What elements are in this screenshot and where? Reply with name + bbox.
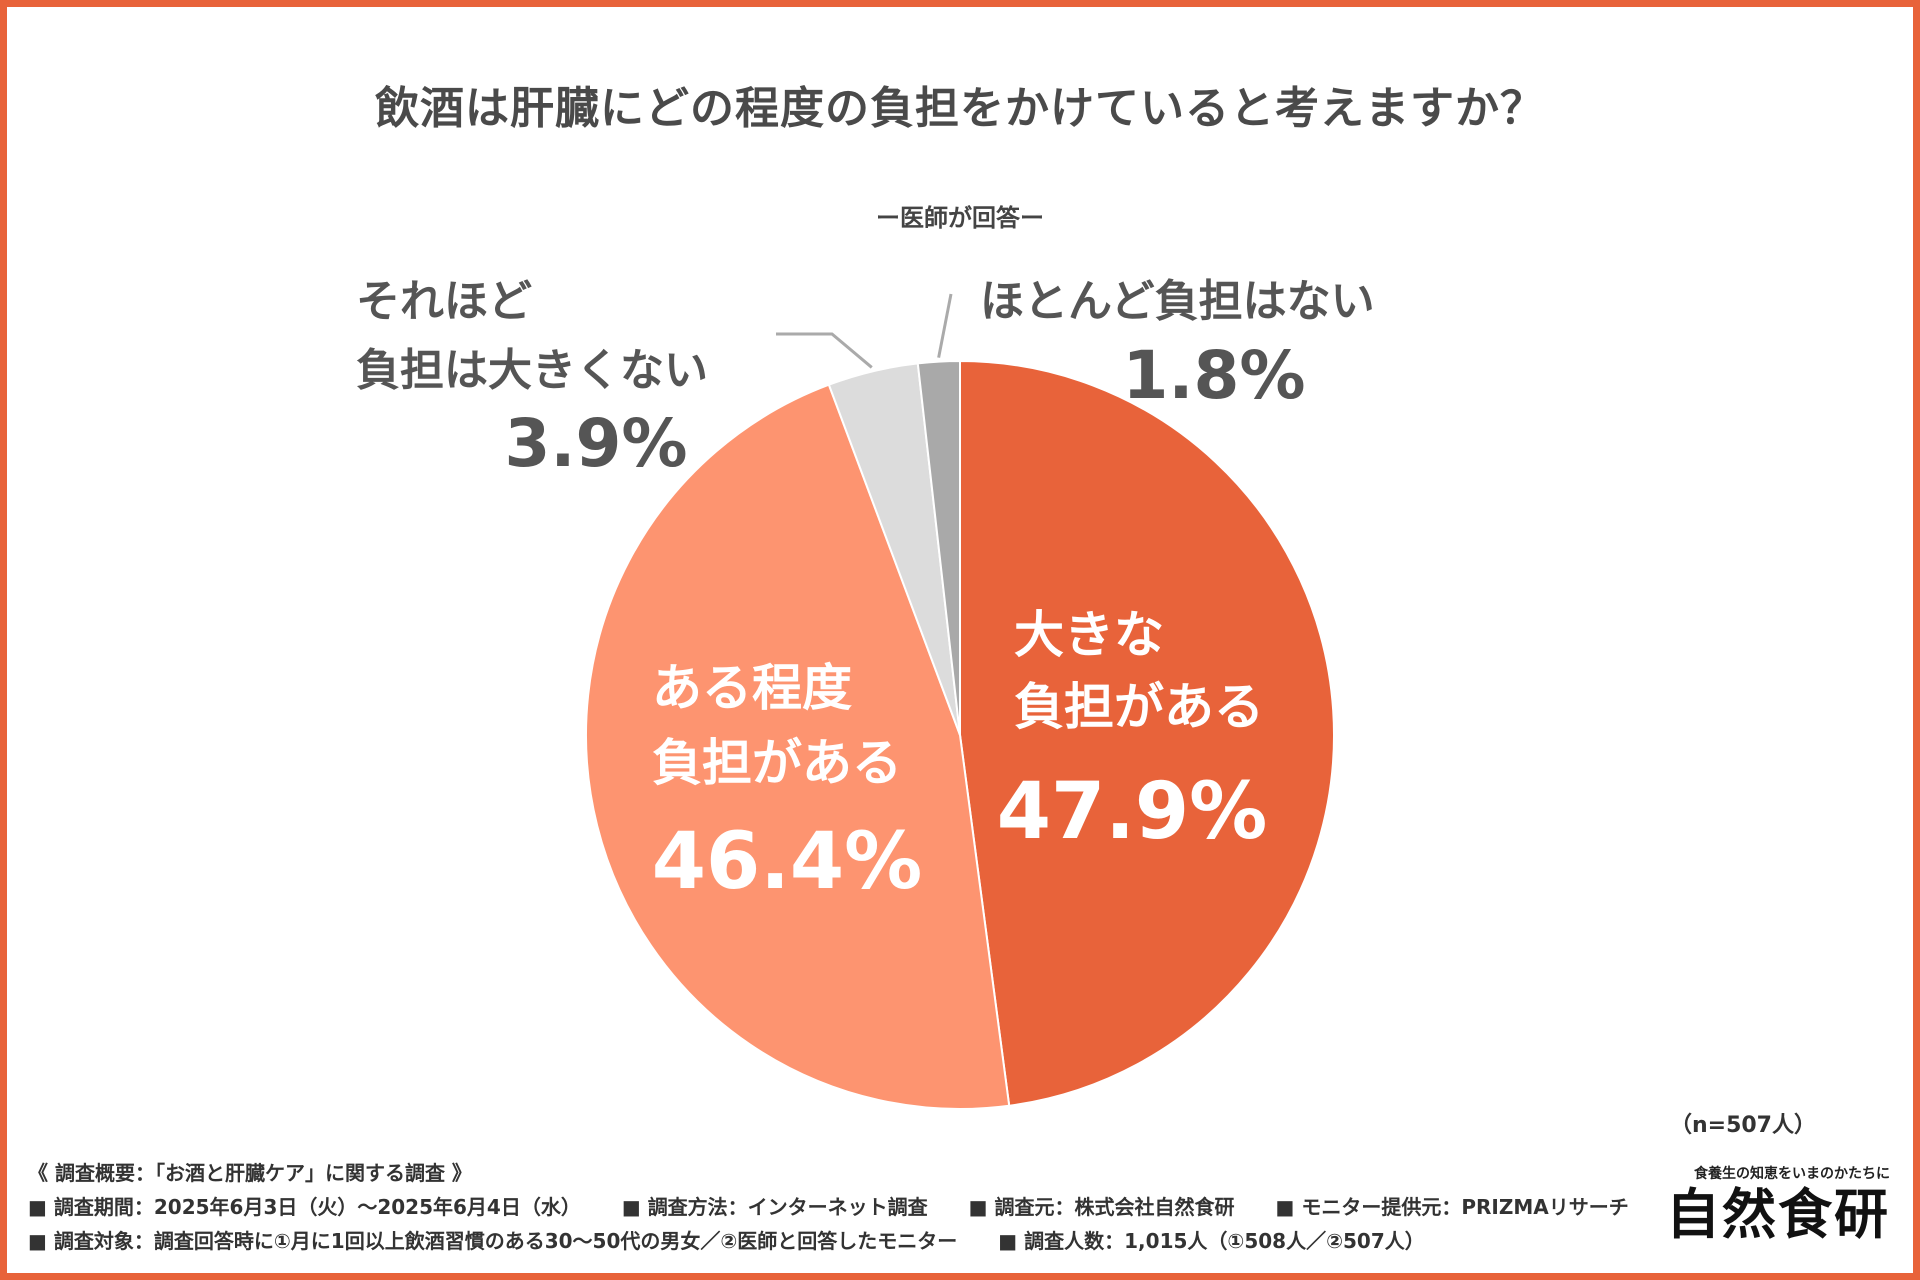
label-some-burden-line1: ある程度	[652, 659, 852, 717]
label-not-much-line1: それほど	[356, 276, 532, 327]
slice-hardly	[916, 359, 961, 736]
value-not-much: 3.9%	[504, 405, 687, 482]
survey-target: ■ 調査対象：調査回答時に①月に1回以上飲酒習慣のある30～50代の男女／②医師…	[28, 1229, 958, 1253]
brand-logo: 食養生の知恵をいまのかたちに 自然食研	[1666, 1163, 1890, 1243]
chart-title: 飲酒は肝臓にどの程度の負担をかけていると考えますか？	[375, 83, 1545, 134]
survey-monitor: ■ モニター提供元：PRIZMAリサーチ	[1275, 1195, 1629, 1219]
label-hardly: ほとんど負担はない	[980, 276, 1375, 327]
survey-period: ■ 調査期間：2025年6月3日（火）～2025年6月4日（水）	[28, 1195, 581, 1219]
survey-count: ■ 調査人数：1,015人（①508人／②507人）	[998, 1229, 1425, 1253]
label-large-burden-line1: 大きな	[1014, 606, 1164, 664]
brand-name: 自然食研	[1666, 1183, 1890, 1246]
sample-size: （n=507人）	[1669, 1113, 1816, 1138]
slice-some-burden	[585, 383, 1011, 1111]
survey-overview: 《 調査概要：「お酒と肝臓ケア」に関する調査 》 ■ 調査期間：2025年6月3…	[28, 1156, 1629, 1258]
survey-row-period: ■ 調査期間：2025年6月3日（火）～2025年6月4日（水） ■ 調査方法：…	[28, 1190, 1629, 1224]
survey-heading: 《 調査概要：「お酒と肝臓ケア」に関する調査 》	[28, 1161, 472, 1185]
label-large-burden-line2: 負担がある	[1014, 678, 1264, 736]
value-some-burden: 46.4%	[652, 817, 923, 907]
value-hardly: 1.8%	[1122, 337, 1305, 414]
leader-line-hardly	[937, 293, 953, 358]
slice-large-burden	[959, 359, 1335, 1107]
brand-tagline: 食養生の知恵をいまのかたちに	[1694, 1166, 1890, 1182]
leader-line-not-much	[776, 332, 873, 369]
chart-subtitle: ー医師が回答ー	[876, 204, 1044, 232]
survey-source: ■ 調査元：株式会社自然食研	[968, 1195, 1235, 1219]
value-large-burden: 47.9%	[997, 767, 1268, 857]
survey-method: ■ 調査方法：インターネット調査	[621, 1195, 928, 1219]
label-some-burden-line2: 負担がある	[652, 734, 902, 792]
survey-row-target: ■ 調査対象：調査回答時に①月に1回以上飲酒習慣のある30～50代の男女／②医師…	[28, 1224, 1629, 1258]
label-not-much-line2: 負担は大きくない	[356, 345, 708, 396]
